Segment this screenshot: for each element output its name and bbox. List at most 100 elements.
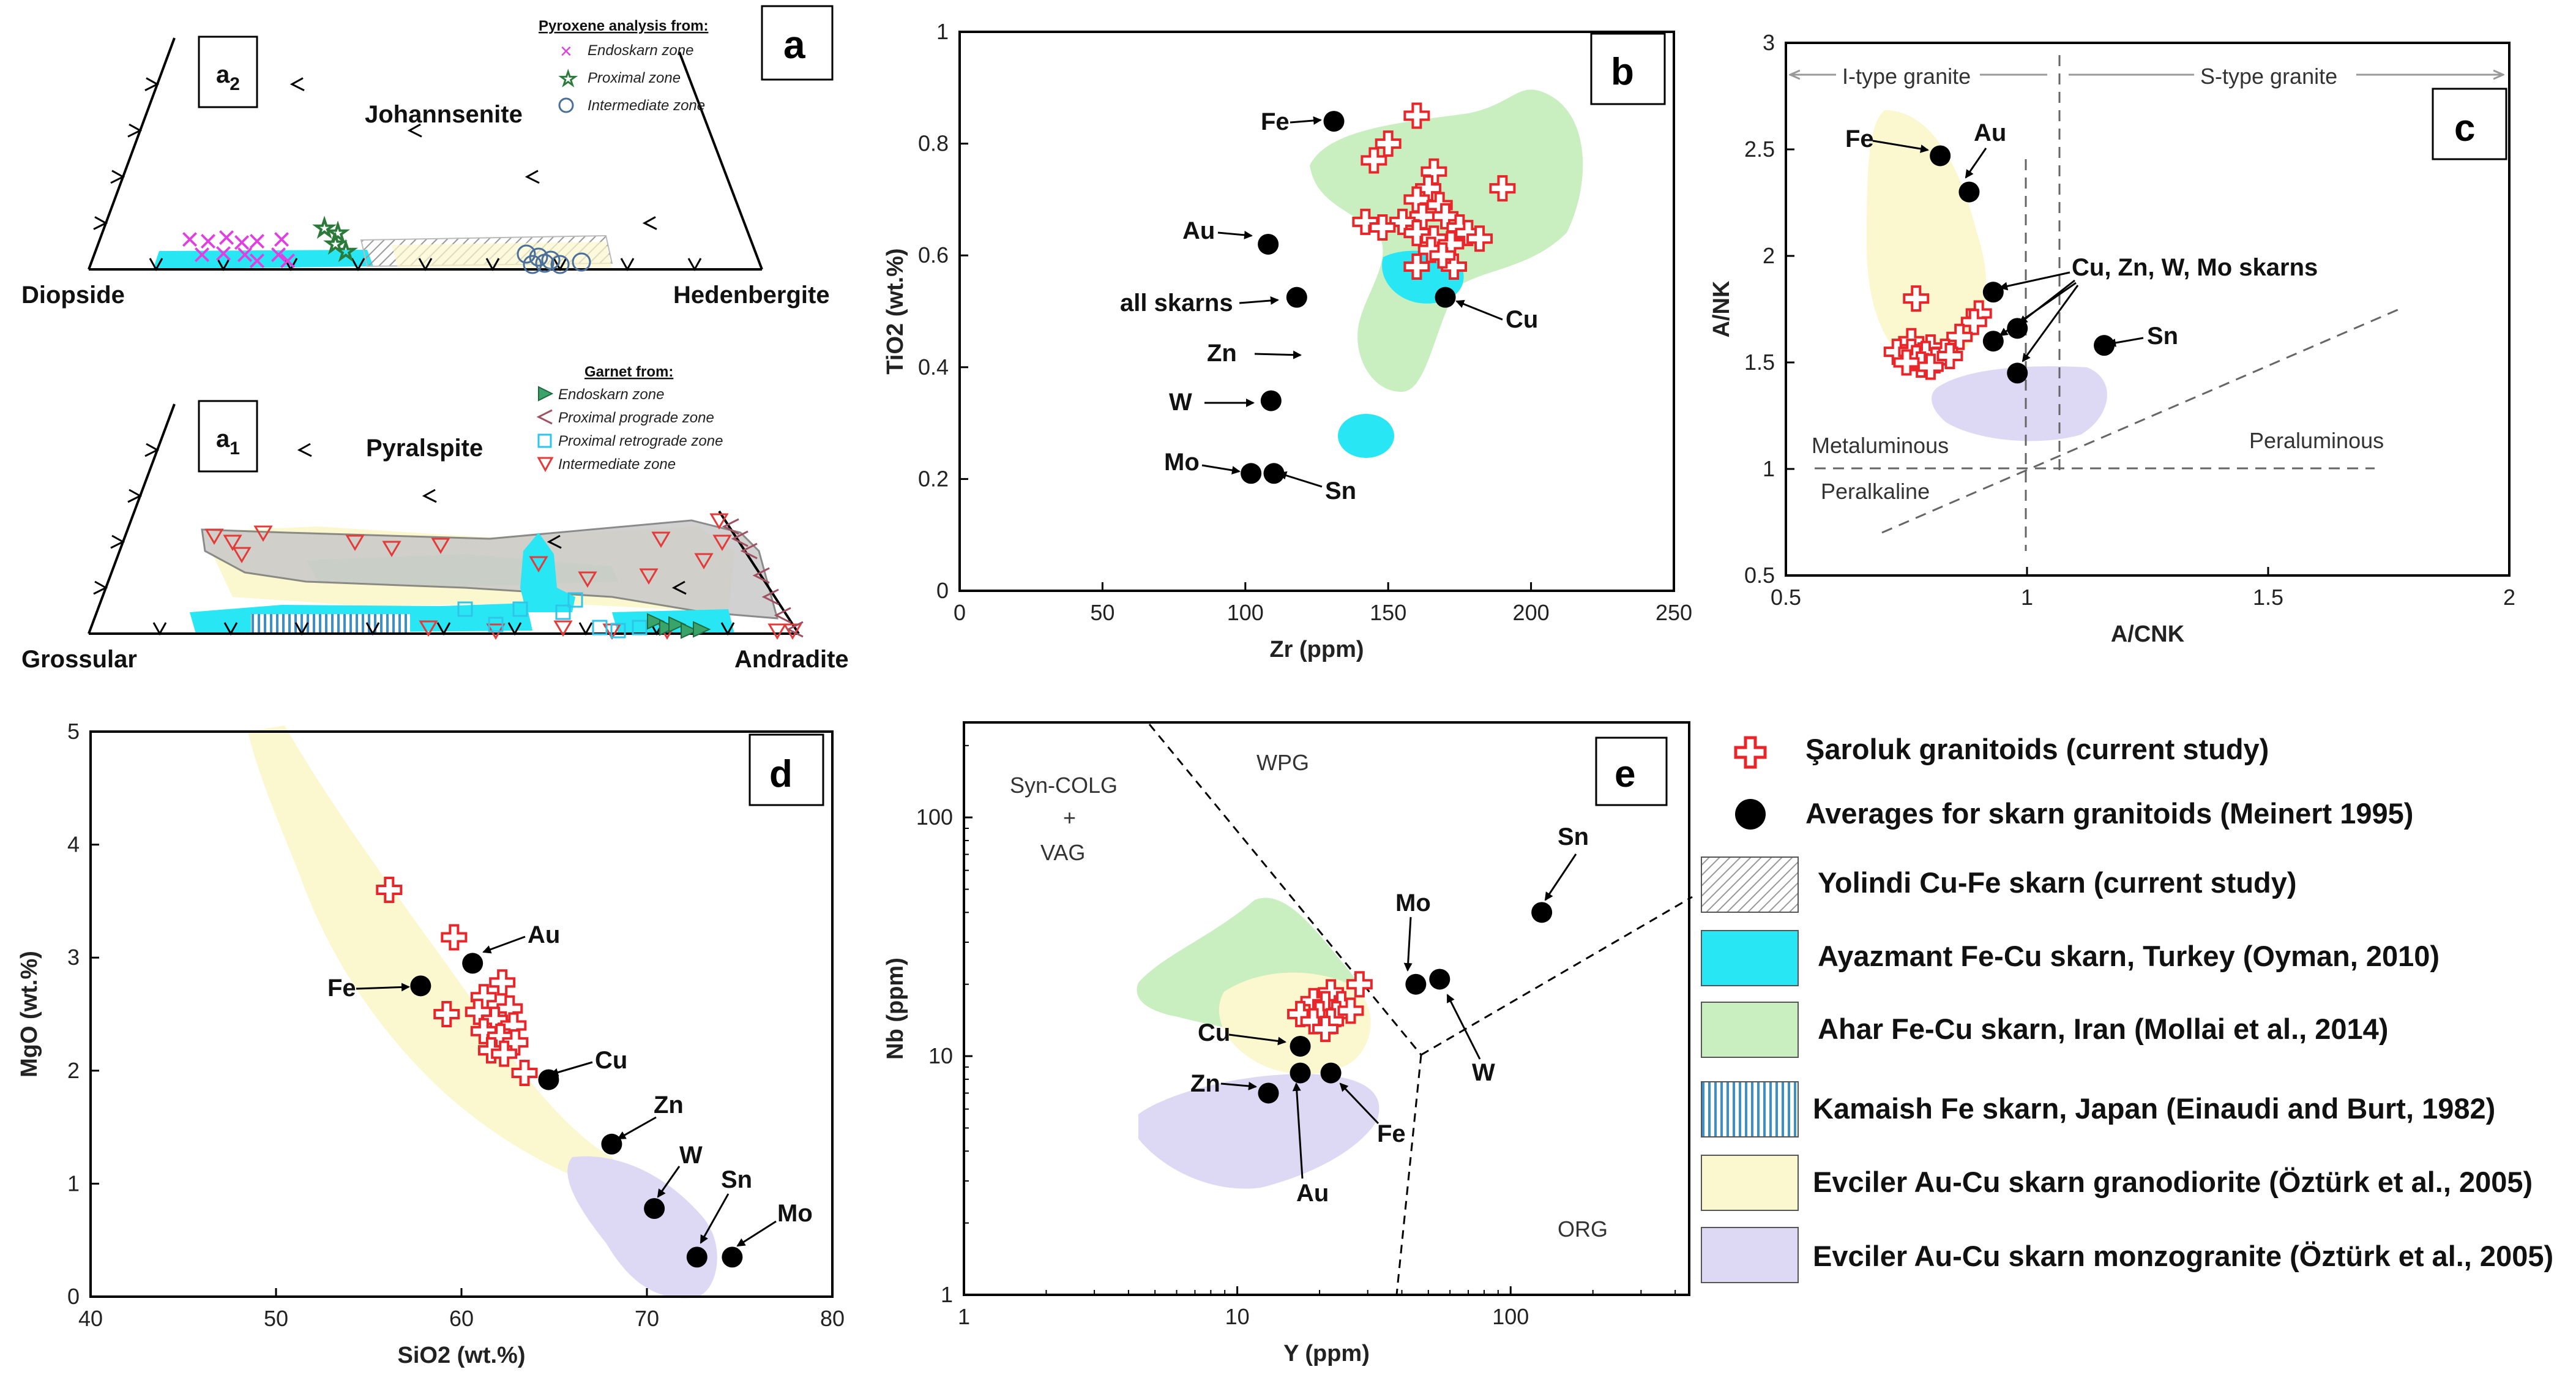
tern-base-tick xyxy=(152,622,167,636)
garnet-endoskarn-point xyxy=(647,613,665,630)
meinert-point-d-au xyxy=(462,953,483,974)
e-label-cu: Cu xyxy=(1198,1019,1230,1046)
c-arrow-fe xyxy=(1872,140,1929,153)
e-field-plus: + xyxy=(1063,805,1076,830)
e-label-zn: Zn xyxy=(1190,1070,1220,1097)
legend-swatch-ayazmant xyxy=(1701,930,1799,986)
pyroxene-proximal-point: ☆ xyxy=(324,231,346,258)
tern-right-tick xyxy=(547,534,562,549)
tern-left-tick xyxy=(127,123,143,138)
meinert-point-d-fe xyxy=(410,975,431,997)
garnet-intermediate-point xyxy=(578,571,597,588)
x-axis-label-b: Zr (ppm) xyxy=(1269,637,1364,662)
a1-left-label: Grossular xyxy=(21,646,137,673)
pyroxene-endoskarn-point: × xyxy=(217,219,236,256)
tern-base-tick xyxy=(149,258,163,272)
saroluk-point-c-3 xyxy=(1946,323,1973,350)
panel-b-fields xyxy=(1310,89,1583,458)
garnet-retrograde-point xyxy=(632,620,648,635)
x-tick-label-d-2: 60 xyxy=(449,1306,474,1331)
pyroxene-endoskarn-point: × xyxy=(278,242,297,279)
ternary-a1-points xyxy=(204,513,804,640)
x-tick-label-e-0: 1 xyxy=(958,1304,970,1329)
pyroxene-endoskarn-point: × xyxy=(269,236,288,273)
meinert-point-e-fe xyxy=(1320,1062,1342,1084)
legend-swatch-monzogranite xyxy=(1701,1227,1799,1283)
a1-legend-1: Proximal prograde zone xyxy=(558,410,714,426)
tern-right-tick xyxy=(525,170,540,184)
panel-b: 0 50 100 150 200 250 0 0.2 0.4 0.6 0.8 1 Zr (ppm) TiO… xyxy=(883,19,1692,662)
a1-apex-label: Pyralspite xyxy=(366,435,483,462)
d-arrow-au xyxy=(482,935,526,954)
panel-d-meinert xyxy=(410,953,743,1268)
y-axis-label-c: A/NK xyxy=(1709,280,1734,337)
b-label-cu: Cu xyxy=(1506,306,1538,333)
d-arrow-mo xyxy=(736,1220,777,1247)
y-tick-label-b-0: 0 xyxy=(936,578,949,603)
panel-d-letter: d xyxy=(769,753,793,795)
panel-d: 40 50 60 70 80 0 1 2 3 4 5 SiO2 (wt.%) MgO (wt.%) Fe… xyxy=(17,719,845,1368)
c-itype-label: I-type granite xyxy=(1842,64,1971,89)
e-arrow-zn xyxy=(1220,1081,1257,1090)
meinert-point-e-sn xyxy=(1531,902,1553,923)
legend-swatch-yolindi xyxy=(1701,856,1799,913)
pyroxene-endoskarn-point: × xyxy=(235,236,255,273)
d-arrow-w xyxy=(657,1166,681,1198)
a1-legend-2: Proximal retrograde zone xyxy=(558,433,723,449)
y-tick-label-c-4: 2.5 xyxy=(1744,137,1775,162)
tern-base-tick xyxy=(436,622,451,636)
meinert-point-b-all-skarns xyxy=(1286,287,1307,308)
meinert-point-c-mo xyxy=(2007,362,2028,384)
a2-legend-title: Pyroxene analysis from: xyxy=(539,18,708,34)
saroluk-point-c-15 xyxy=(1893,349,1920,376)
tern-base-tick xyxy=(507,622,522,636)
y-axis-label-d: MgO (wt.%) xyxy=(17,951,42,1078)
legend-label-granodiorite: Evciler Au-Cu skarn granodiorite (Öztürk… xyxy=(1813,1166,2533,1198)
e-field-syn-colg: Syn-COLG xyxy=(1010,773,1118,798)
meinert-point-e-cu xyxy=(1290,1035,1311,1057)
a2-right-label: Hedenbergite xyxy=(673,282,830,309)
legend-label-ahar: Ahar Fe-Cu skarn, Iran (Mollai et al., 2… xyxy=(1818,1013,2388,1045)
garnet-retrograde-point xyxy=(610,623,626,639)
e-arrow-cu xyxy=(1228,1033,1286,1046)
x-tick-label-b-1: 50 xyxy=(1090,600,1114,625)
panel-a-letter-box xyxy=(761,5,834,81)
pyroxene-intermediate-point xyxy=(523,255,542,274)
saroluk-point-c-2 xyxy=(1960,309,1987,335)
a1-legend-0: Endoskarn zone xyxy=(558,386,664,403)
garnet-prograde-point xyxy=(774,607,791,624)
e-line-1 xyxy=(1148,724,1422,1055)
garnet-endoskarn-point xyxy=(693,621,711,638)
ternary-a2: ××××× ×× × × ×××☆☆☆☆ a2 Johannsenite Diopsid… xyxy=(21,5,834,309)
panel-a-letter: a xyxy=(783,23,805,67)
panel-c-division-lines xyxy=(1815,55,2400,551)
a2-legend-2: Intermediate zone xyxy=(588,97,705,114)
saroluk-point-d-6 xyxy=(433,1001,460,1027)
d-label-zn: Zn xyxy=(654,1092,684,1119)
c-itype-bg xyxy=(1836,61,1980,88)
pyroxene-proximal-point: ☆ xyxy=(313,215,335,242)
meinert-point-c-fe xyxy=(1930,145,1951,167)
panel-b-letter: b xyxy=(1611,51,1634,93)
tern-base-tick xyxy=(720,622,735,636)
garnet-prograde-point xyxy=(761,588,779,605)
garnet-retrograde-point xyxy=(457,601,473,617)
c-arrow-sn xyxy=(2107,337,2144,347)
saroluk-point-b-19 xyxy=(1417,236,1444,263)
legend-label-ayazmant: Ayazmant Fe-Cu skarn, Turkey (Oyman, 201… xyxy=(1818,940,2440,972)
ternary-a1-field-yolindi xyxy=(201,519,779,620)
y-axis-label-e: Nb (ppm) xyxy=(883,958,908,1060)
a2-apex-label: Johannsenite xyxy=(365,101,523,128)
e-arrow-fe xyxy=(1339,1082,1379,1125)
meinert-point-c-cu xyxy=(1982,282,2004,303)
b-label-fe: Fe xyxy=(1261,108,1290,135)
d-arrow-sn xyxy=(700,1193,730,1244)
panel-c-field-monzogranite xyxy=(1932,366,2107,441)
garnet-prograde-point xyxy=(740,542,758,560)
c-label-fe: Fe xyxy=(1845,126,1874,152)
garnet-intermediate-point xyxy=(419,620,438,637)
a2-legend: Pyroxene analysis from: × Endoskarn zone… xyxy=(539,18,708,114)
x-tick-label-c-2: 1.5 xyxy=(2253,585,2283,610)
ternary-a2-left-edge xyxy=(88,37,176,270)
legend-label-saroluk: Şaroluk granitoids (current study) xyxy=(1805,733,2269,765)
